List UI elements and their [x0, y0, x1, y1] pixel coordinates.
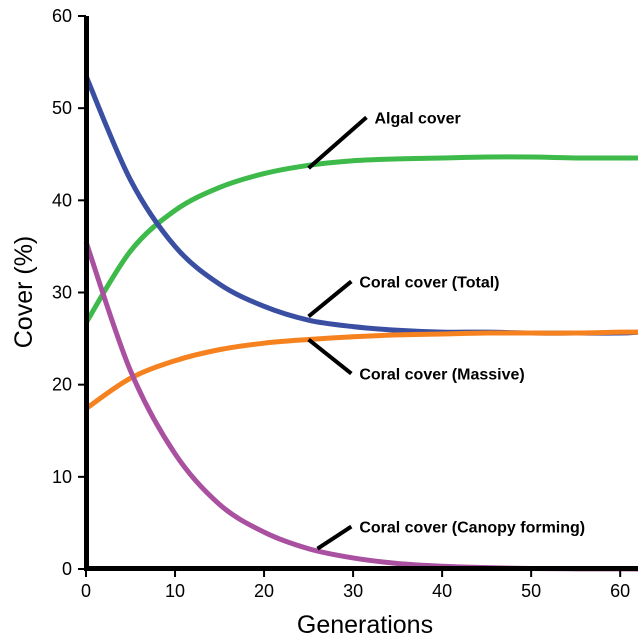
annotation-label-coral-cover-massive: Coral cover (Massive)	[359, 367, 524, 384]
annotation-label-algal-cover: Algal cover	[374, 110, 460, 127]
annotation-label-coral-cover-total: Coral cover (Total)	[359, 274, 499, 291]
series-line-algal-cover	[83, 154, 638, 325]
series-line-coral-cover-massive	[84, 329, 639, 411]
x-axis-title: Generations	[297, 611, 433, 638]
annotation-leader-coral-cover-total	[307, 279, 353, 319]
y-tick-label: 0	[62, 559, 72, 579]
x-tick-label: 40	[432, 581, 452, 601]
x-tick-label: 10	[165, 581, 185, 601]
y-tick-label: 10	[52, 467, 72, 487]
y-tick-label: 40	[52, 190, 72, 210]
annotation-leader-coral-cover-canopy-forming	[316, 524, 353, 551]
y-tick-label: 50	[52, 98, 72, 118]
x-tick-label: 20	[254, 581, 274, 601]
axes	[84, 16, 638, 571]
series-line-coral-cover-total	[83, 74, 639, 336]
x-tick-label: 0	[81, 581, 91, 601]
y-tick-label: 30	[52, 283, 72, 303]
annotation-leader-coral-cover-massive	[307, 337, 353, 376]
annotation-label-coral-cover-canopy-forming: Coral cover (Canopy forming)	[359, 520, 585, 537]
tick-labels: 0 10 20 30 40 50 60 0 10 20 30 40 50 60	[52, 6, 630, 601]
x-tick-label: 50	[521, 581, 541, 601]
y-axis-title: Cover (%)	[10, 236, 38, 349]
tick-marks	[78, 15, 622, 577]
y-tick-label: 20	[52, 375, 72, 395]
annotation-leader-algal-cover	[307, 115, 368, 170]
x-tick-label: 30	[343, 581, 363, 601]
annotation-leaders	[307, 115, 368, 551]
series-group	[83, 74, 639, 572]
annotation-labels: Algal cover Coral cover (Total) Coral cove…	[359, 110, 585, 536]
y-tick-label: 60	[52, 6, 72, 26]
x-tick-label: 60	[610, 581, 630, 601]
